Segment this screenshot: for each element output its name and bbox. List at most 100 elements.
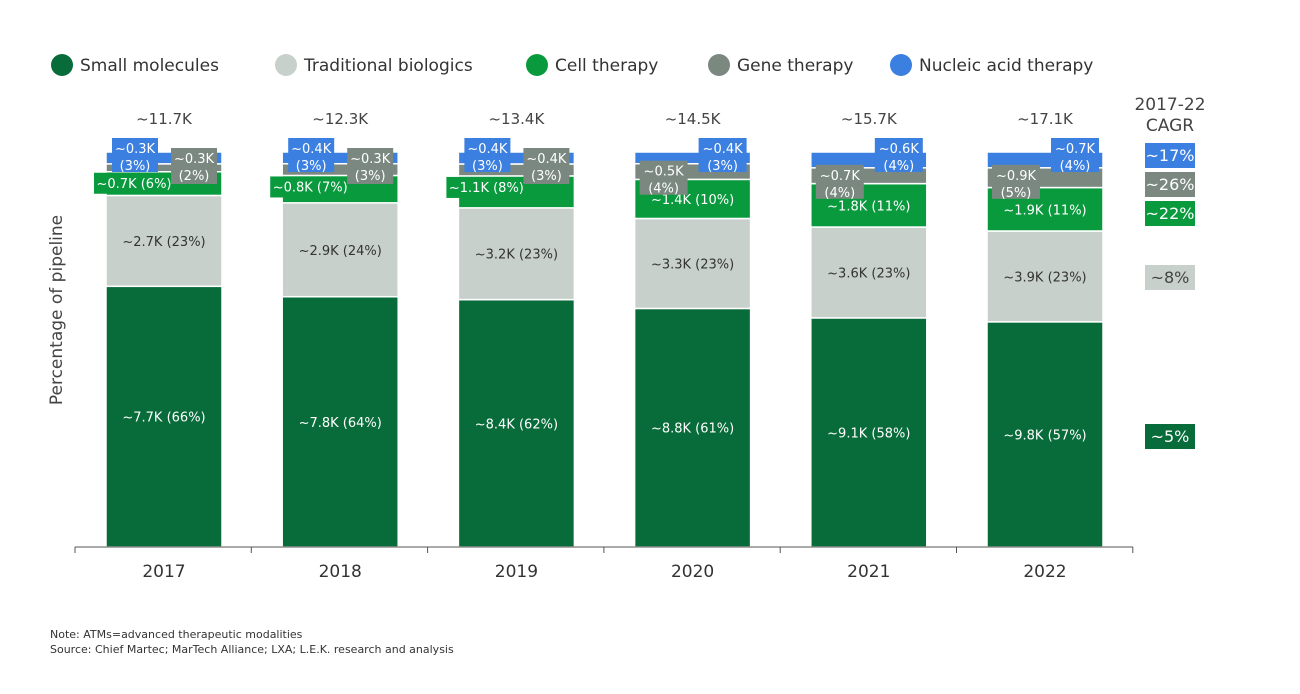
segment-label-box: [112, 138, 158, 172]
cagr-box: [1145, 201, 1195, 226]
segment-label: ~8.8K (61%): [651, 422, 734, 437]
segment-label: ~0.3K: [174, 152, 215, 167]
bar-segment: [105, 151, 223, 165]
segment-label: ~0.4K: [703, 142, 744, 157]
segment-label: ~7.8K (64%): [299, 416, 382, 431]
x-tick-label: 2020: [671, 562, 714, 582]
cagr-value: ~5%: [1151, 427, 1190, 446]
legend-swatch: [51, 54, 73, 76]
segment-label-box: [815, 164, 864, 199]
segment-label: ~0.4K: [467, 142, 508, 157]
segment-label: ~3.6K (23%): [827, 266, 910, 281]
x-tick-label: 2022: [1023, 562, 1066, 582]
segment-label-box: [94, 172, 174, 194]
segment-label: ~0.5K: [644, 165, 685, 180]
segment-label: ~0.7K: [1055, 142, 1096, 157]
segment-label: (5%): [1001, 186, 1032, 201]
segment-label-box: [1051, 138, 1099, 172]
legend-label: Traditional biologics: [303, 56, 473, 76]
legend-label: Small molecules: [80, 56, 219, 76]
cagr-title: 2017-22: [1134, 95, 1205, 115]
segment-label: ~0.7K (6%): [97, 177, 172, 192]
x-tick-label: 2021: [847, 562, 890, 582]
segment-label: ~2.9K (24%): [299, 244, 382, 259]
bar-segment: [633, 217, 752, 310]
total-label: ~12.3K: [312, 110, 369, 128]
segment-label: ~7.7K (66%): [122, 411, 205, 426]
legend-label: Nucleic acid therapy: [919, 56, 1093, 76]
bar-segment: [810, 317, 928, 548]
bar-segment: [457, 151, 576, 165]
cagr-value: ~26%: [1146, 175, 1195, 194]
segment-label: (3%): [707, 159, 738, 174]
segment-label: (4%): [824, 186, 855, 201]
bar-segment: [281, 151, 399, 165]
cagr-title: CAGR: [1146, 116, 1194, 136]
total-label: ~14.5K: [665, 110, 722, 128]
legend-swatch: [890, 54, 912, 76]
segment-label: ~0.4K: [291, 142, 332, 157]
cagr-value: ~17%: [1146, 146, 1195, 165]
segment-label: ~3.3K (23%): [651, 257, 734, 272]
bar-segment: [105, 285, 223, 548]
cagr-value: ~22%: [1146, 204, 1195, 223]
segment-label: ~1.8K (11%): [827, 199, 910, 214]
segment-label: (4%): [883, 159, 914, 174]
source: Source: Chief Martec; MarTech Alliance; …: [50, 643, 454, 656]
segment-label-box: [464, 138, 511, 172]
bar-segment: [986, 321, 1104, 548]
segment-label: ~9.1K (58%): [827, 426, 910, 441]
segment-label: ~1.4K (10%): [651, 193, 734, 208]
x-tick-label: 2019: [495, 562, 538, 582]
legend-label: Gene therapy: [737, 56, 853, 76]
note: Note: ATMs=advanced therapeutic modaliti…: [50, 628, 303, 641]
bar-segment: [281, 295, 399, 548]
segment-label: ~8.4K (62%): [475, 417, 558, 432]
cagr-value: ~8%: [1151, 268, 1190, 287]
segment-label: ~1.1K (8%): [449, 181, 524, 196]
total-label: ~17.1K: [1017, 110, 1074, 128]
bar-segment: [105, 194, 223, 288]
segment-label: ~0.8K (7%): [273, 180, 348, 195]
segment-label-box: [523, 148, 570, 184]
segment-label-box: [347, 148, 394, 184]
segment-label-box: [446, 176, 527, 198]
segment-label: (3%): [531, 169, 562, 184]
x-tick-label: 2018: [319, 562, 362, 582]
bar-segment: [281, 202, 399, 298]
segment-label: ~1.9K (11%): [1003, 203, 1086, 218]
cagr-box: [1145, 424, 1195, 449]
segment-label: (3%): [296, 159, 327, 174]
legend-swatch: [708, 54, 730, 76]
segment-label: ~3.2K (23%): [475, 248, 558, 263]
bar-segment: [810, 226, 928, 319]
bars: ~11.7K~7.7K (66%)~2.7K (23%)~0.7K (6%)~0…: [94, 110, 1104, 548]
segment-label: ~0.9K: [996, 169, 1037, 184]
segment-label-box: [288, 138, 335, 172]
segment-label-box: [270, 176, 351, 198]
y-axis-label: Percentage of pipeline: [47, 215, 67, 405]
segment-label-box: [874, 138, 923, 172]
segment-label: (3%): [120, 159, 151, 174]
x-tick-label: 2017: [142, 562, 185, 582]
legend-label: Cell therapy: [555, 56, 658, 76]
bar-segment: [633, 151, 752, 165]
segment-label: ~0.7K: [820, 169, 861, 184]
segment-label: ~2.7K (23%): [122, 235, 205, 250]
segment-label: ~0.3K: [350, 152, 391, 167]
legend-swatch: [275, 54, 297, 76]
segment-label: ~3.9K (23%): [1003, 270, 1086, 285]
segment-label: (2%): [179, 169, 210, 184]
legend: Small molecules Traditional biologics Cell…: [51, 54, 1093, 76]
segment-label: (4%): [1060, 159, 1091, 174]
legend-swatch: [526, 54, 548, 76]
segment-label: ~9.8K (57%): [1003, 428, 1086, 443]
segment-label-box: [698, 138, 747, 172]
segment-label: ~0.6K: [879, 142, 920, 157]
bar-segment: [457, 207, 576, 301]
segment-label-box: [171, 148, 217, 184]
total-label: ~13.4K: [488, 110, 545, 128]
segment-label: ~0.3K: [115, 142, 156, 157]
